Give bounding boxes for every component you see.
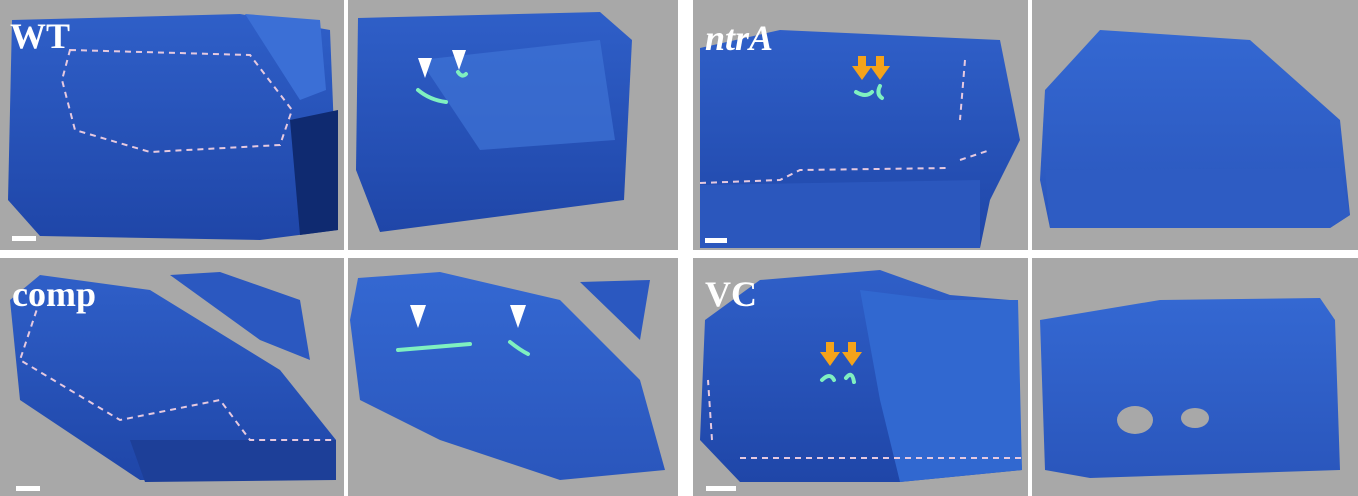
panel-label: VC: [705, 274, 757, 314]
panel-label: ntrA: [705, 18, 773, 58]
panel-label: comp: [12, 274, 96, 314]
figure: WT ntrA comp VC: [0, 0, 1358, 496]
panel-label: WT: [10, 16, 70, 56]
wt-render: [8, 12, 632, 241]
